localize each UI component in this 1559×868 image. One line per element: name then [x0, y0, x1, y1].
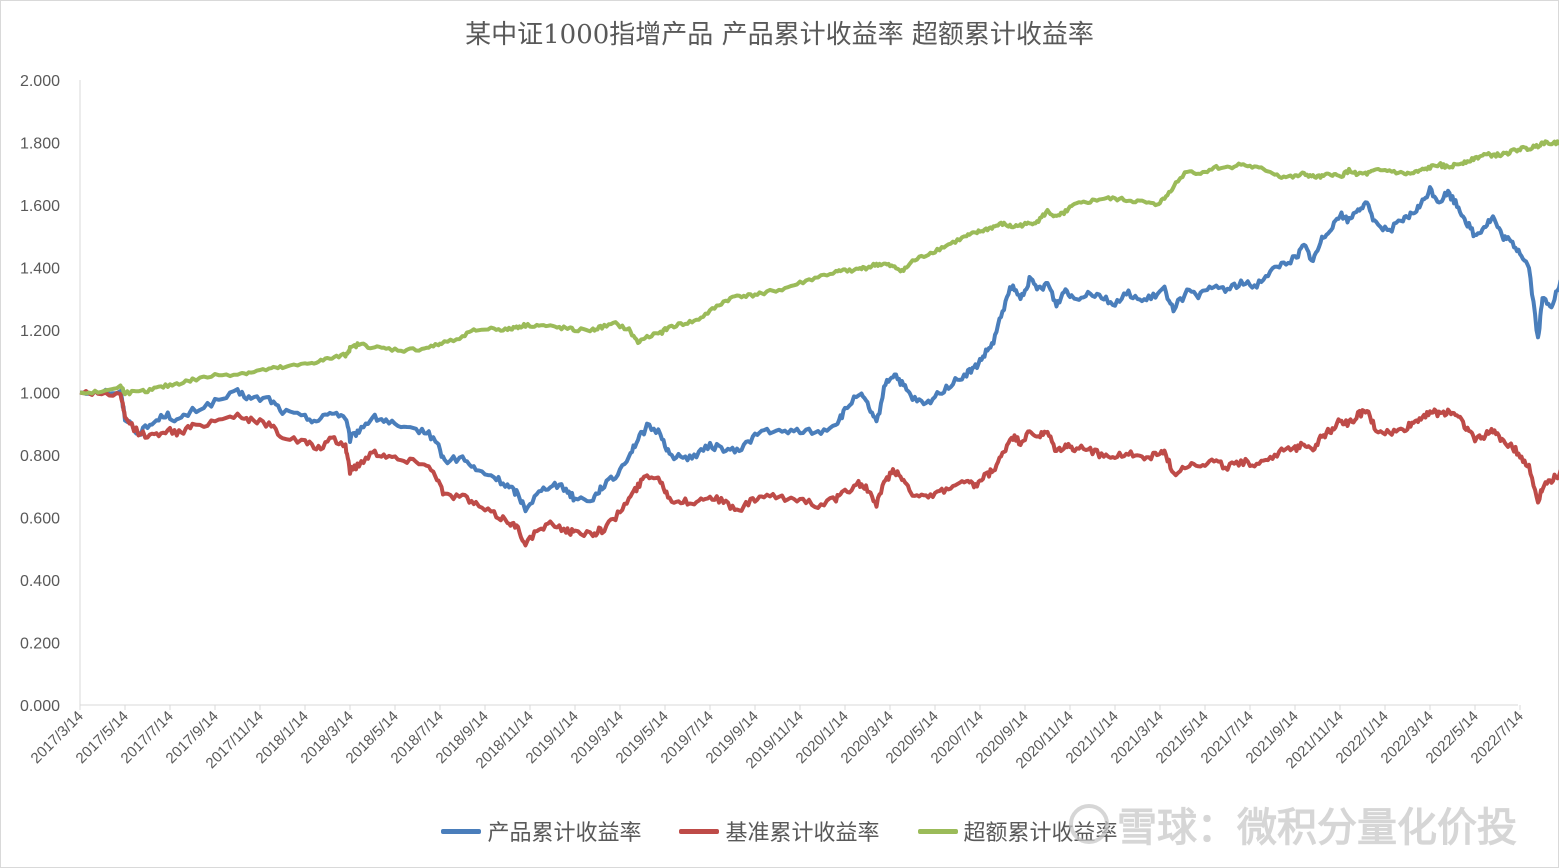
y-tick-label: 2.000 [20, 73, 60, 90]
series-line-benchmark [79, 388, 1559, 548]
legend-item-benchmark: 基准累计收益率 [679, 815, 880, 847]
y-tick-label: 1.600 [20, 198, 60, 215]
series-line-product [79, 185, 1559, 514]
y-tick-label: 0.400 [20, 573, 60, 590]
y-tick-label: 1.800 [20, 136, 60, 153]
legend-swatch-product [441, 828, 482, 834]
legend-swatch-excess [917, 828, 958, 834]
legend-swatch-benchmark [679, 828, 720, 834]
watermark: 雪球：微积分量化价投 [1069, 795, 1517, 853]
y-tick-label: 1.000 [20, 386, 60, 403]
y-axis: 0.000 0.200 0.400 0.600 0.800 1.000 1.200 1.400… [20, 73, 81, 715]
x-axis: 2017/3/142017/5/142017/7/142017/9/142017… [28, 704, 1527, 772]
y-tick-label: 0.200 [20, 636, 60, 653]
series-group [79, 139, 1559, 548]
legend-label-product: 产品累计收益率 [487, 821, 642, 846]
chart-title: 某中证1000指增产品 产品累计收益率 超额累计收益率 [465, 20, 1094, 50]
snowball-logo-icon [1069, 804, 1109, 844]
y-tick-label: 1.400 [20, 261, 60, 278]
legend-label-benchmark: 基准累计收益率 [725, 821, 880, 846]
watermark-text: 雪球：微积分量化价投 [1117, 805, 1517, 851]
y-tick-label: 0.800 [20, 448, 60, 465]
y-tick-label: 0.600 [20, 511, 60, 528]
y-tick-label: 0.000 [20, 698, 60, 715]
y-tick-label: 1.200 [20, 323, 60, 340]
legend-item-product: 产品累计收益率 [441, 815, 641, 847]
series-line-excess [79, 139, 1559, 397]
